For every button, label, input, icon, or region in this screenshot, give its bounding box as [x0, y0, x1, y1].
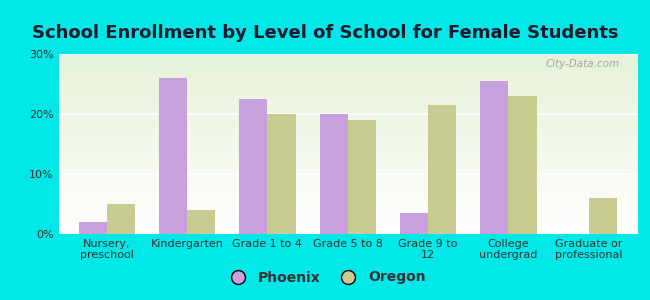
Bar [400, 213, 428, 234]
Bar [320, 114, 348, 234]
Legend: Phoenix, Oregon: Phoenix, Oregon [219, 265, 431, 290]
Text: City-Data.com: City-Data.com [545, 59, 619, 69]
Bar [187, 210, 215, 234]
Bar [159, 78, 187, 234]
Bar [508, 96, 536, 234]
Bar [239, 99, 267, 234]
Bar [107, 204, 135, 234]
Bar [267, 114, 296, 234]
Bar [428, 105, 456, 234]
Bar [348, 120, 376, 234]
Text: School Enrollment by Level of School for Female Students: School Enrollment by Level of School for… [32, 24, 618, 42]
Bar [589, 198, 617, 234]
Bar [79, 222, 107, 234]
Bar [480, 81, 508, 234]
